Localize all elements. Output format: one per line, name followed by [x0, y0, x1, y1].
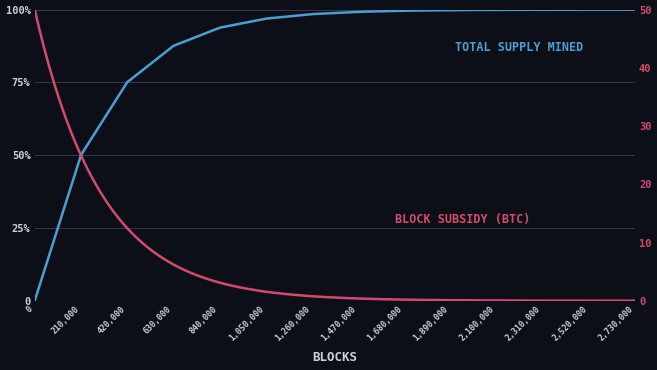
Text: TOTAL SUPPLY MINED: TOTAL SUPPLY MINED: [455, 41, 583, 54]
X-axis label: BLOCKS: BLOCKS: [312, 352, 357, 364]
Text: BLOCK SUBSIDY (BTC): BLOCK SUBSIDY (BTC): [395, 213, 530, 226]
